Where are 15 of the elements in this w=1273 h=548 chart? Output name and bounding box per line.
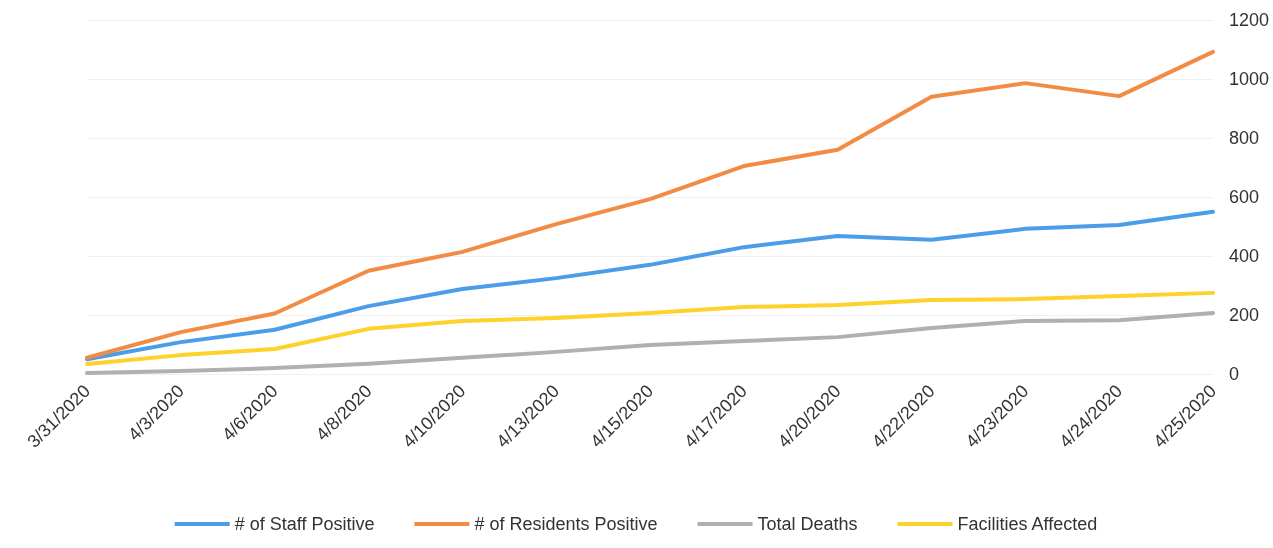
- y-tick-label: 400: [1229, 246, 1260, 266]
- legend-label: # of Residents Positive: [474, 514, 658, 534]
- y-tick-label: 800: [1229, 128, 1260, 148]
- line-series: [85, 310, 1215, 376]
- legend-label: # of Staff Positive: [234, 514, 375, 534]
- y-tick-label: 600: [1229, 187, 1260, 207]
- legend-label: Facilities Affected: [957, 514, 1098, 534]
- y-tick-label: 200: [1229, 305, 1260, 325]
- line-series: [85, 290, 1215, 366]
- y-tick-label: 1200: [1229, 10, 1270, 30]
- legend-label: Total Deaths: [757, 514, 858, 534]
- y-tick-label: 0: [1229, 364, 1240, 384]
- line-series: [85, 209, 1215, 362]
- y-tick-label: 1000: [1229, 69, 1270, 89]
- line-series: [85, 49, 1215, 360]
